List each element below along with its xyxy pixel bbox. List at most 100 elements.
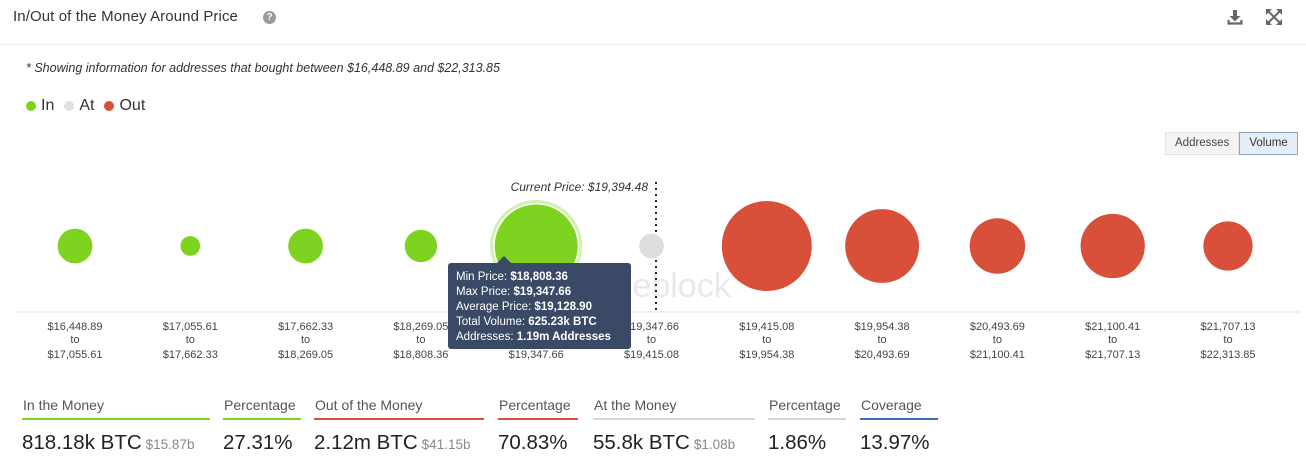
- tick-label-high: $17,055.61: [47, 349, 102, 361]
- tooltip-min-value: $18,808.36: [510, 271, 568, 283]
- tick-label-to: to: [762, 334, 771, 346]
- tick-label-low: $19,954.38: [855, 321, 910, 333]
- bubble-in: [288, 228, 324, 264]
- tooltip-max-row: Max Price: $19,347.66: [456, 285, 623, 300]
- download-icon[interactable]: [1226, 8, 1244, 26]
- stat-coverage: Coverage 13.97%: [860, 392, 938, 455]
- tick-label-low: $17,055.61: [163, 321, 218, 333]
- stat-value-usd: $15.87b: [145, 437, 195, 452]
- volume-toggle-button[interactable]: Volume: [1239, 132, 1298, 155]
- stat-label: Out of the Money: [315, 397, 423, 413]
- tick-label-to: to: [878, 334, 887, 346]
- stat-underline: [860, 418, 938, 420]
- tooltip-addresses-value: 1.19m Addresses: [516, 331, 611, 343]
- legend-at-label: At: [79, 97, 95, 114]
- stat-at-percentage: Percentage 1.86%: [768, 392, 846, 455]
- tick-label-low: $18,269.05: [393, 321, 448, 333]
- tooltip-min-label: Min Price:: [456, 271, 508, 283]
- stat-value-usd: $41.15b: [421, 437, 471, 452]
- bubble-out: [1203, 221, 1253, 271]
- tick-label-high: $21,100.41: [970, 349, 1025, 361]
- stat-label: Percentage: [499, 397, 571, 413]
- addresses-toggle-button[interactable]: Addresses: [1165, 132, 1240, 155]
- tooltip-addresses-row: Addresses: 1.19m Addresses: [456, 330, 623, 345]
- tick-label-low: $21,100.41: [1085, 321, 1140, 333]
- stat-value: 70.83%: [498, 431, 568, 454]
- stat-at-the-money: At the Money 55.8k BTC $1.08b: [593, 392, 755, 455]
- stat-value: 27.31%: [223, 431, 293, 454]
- legend-out-dot: [104, 101, 115, 111]
- legend-in-dot: [26, 101, 36, 111]
- tick-label-to: to: [186, 334, 195, 346]
- legend-at[interactable]: At: [64, 97, 94, 115]
- tick-label-high: $19,954.38: [739, 349, 794, 361]
- stat-underline: [22, 418, 210, 420]
- bubble-out: [1080, 213, 1145, 279]
- tooltip-min-row: Min Price: $18,808.36: [456, 270, 623, 285]
- legend-out[interactable]: Out: [104, 97, 145, 115]
- legend-at-dot: [64, 101, 75, 111]
- bubble-at: [639, 233, 664, 259]
- bubble-in: [180, 236, 201, 256]
- tooltip-volume-label: Total Volume:: [456, 316, 526, 328]
- bubble-out: [969, 218, 1026, 274]
- tick-label-to: to: [647, 334, 656, 346]
- tick-label-high: $18,269.05: [278, 349, 333, 361]
- tick-label-low: $20,493.69: [970, 321, 1025, 333]
- chart-title: In/Out of the Money Around Price: [13, 8, 238, 25]
- tooltip-pointer: [496, 256, 512, 264]
- help-icon[interactable]: ?: [263, 11, 276, 24]
- tooltip-volume-value: 625.23k BTC: [528, 316, 597, 328]
- expand-icon[interactable]: [1265, 8, 1283, 26]
- stat-label: Percentage: [769, 397, 841, 413]
- tick-label-low: $16,448.89: [47, 321, 102, 333]
- tick-label-low: $17,662.33: [278, 321, 333, 333]
- bubble-tooltip: Min Price: $18,808.36 Max Price: $19,347…: [448, 263, 631, 349]
- stat-out-of-the-money: Out of the Money 2.12m BTC $41.15b: [314, 392, 484, 455]
- stat-underline: [768, 418, 846, 420]
- tick-label-high: $20,493.69: [855, 349, 910, 361]
- tick-label-to: to: [301, 334, 310, 346]
- tick-label-high: $19,347.66: [509, 349, 564, 361]
- tick-label-to: to: [993, 334, 1002, 346]
- stat-value-main: 2.12m BTC: [314, 431, 418, 454]
- tooltip-max-value: $19,347.66: [513, 286, 572, 298]
- stat-value: 13.97%: [860, 431, 930, 454]
- stat-in-the-money: In the Money 818.18k BTC $15.87b: [22, 392, 210, 455]
- legend: In At Out: [26, 97, 145, 115]
- tooltip-avg-row: Average Price: $19,128.90: [456, 300, 623, 315]
- tick-label-low: $21,707.13: [1200, 321, 1255, 333]
- stat-value: 818.18k BTC $15.87b: [22, 420, 210, 455]
- stat-underline: [314, 418, 484, 420]
- tick-label-high: $19,415.08: [624, 349, 679, 361]
- tick-label-high: $22,313.85: [1200, 349, 1255, 361]
- current-price-label: Current Price: $19,394.48: [511, 180, 649, 194]
- stat-value-main: 55.8k BTC: [593, 431, 690, 454]
- legend-in[interactable]: In: [26, 97, 54, 115]
- stat-value-usd: $1.08b: [693, 437, 736, 452]
- stat-label: At the Money: [594, 397, 677, 413]
- stat-value: 55.8k BTC $1.08b: [593, 420, 755, 455]
- tooltip-volume-row: Total Volume: 625.23k BTC: [456, 315, 623, 330]
- tick-label-to: to: [1108, 334, 1117, 346]
- stat-underline: [223, 418, 301, 420]
- stat-value-main: 818.18k BTC: [22, 431, 142, 454]
- tick-label-to: to: [1223, 334, 1232, 346]
- stat-in-percentage: Percentage 27.31%: [223, 392, 301, 455]
- metric-toggle: Addresses Volume: [1165, 132, 1298, 155]
- bubble-in: [57, 228, 93, 264]
- tick-label-high: $21,707.13: [1085, 349, 1140, 361]
- tick-label-high: $18,808.36: [393, 349, 448, 361]
- legend-out-label: Out: [119, 97, 146, 114]
- range-note: * Showing information for addresses that…: [26, 61, 500, 75]
- card-header: In/Out of the Money Around Price ?: [0, 0, 1306, 45]
- stat-label: Percentage: [224, 397, 296, 413]
- stat-value: 2.12m BTC $41.15b: [314, 420, 484, 455]
- stat-underline: [498, 418, 578, 420]
- stat-label: In the Money: [23, 397, 104, 413]
- legend-in-label: In: [41, 97, 55, 114]
- tick-label-high: $17,662.33: [163, 349, 218, 361]
- tick-label-low: $19,347.66: [624, 321, 679, 333]
- tooltip-avg-label: Average Price:: [456, 301, 532, 313]
